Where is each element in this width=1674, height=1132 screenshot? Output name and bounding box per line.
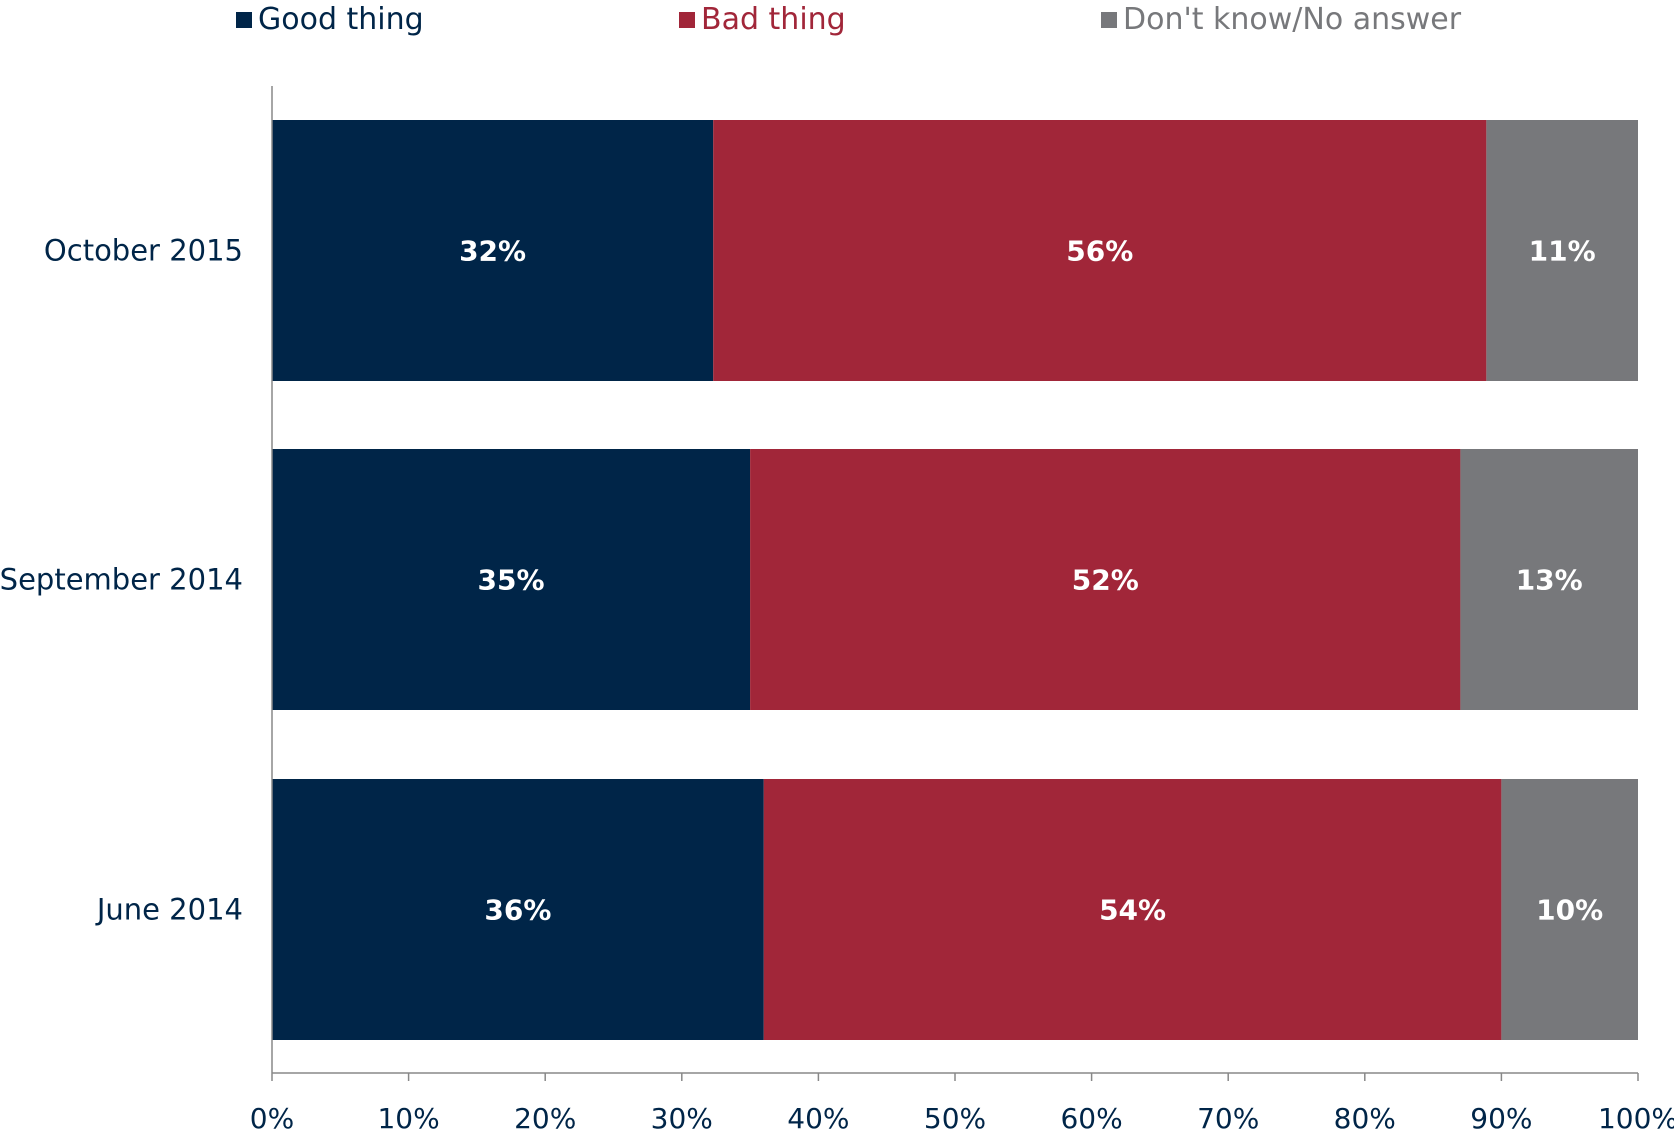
- x-tick-label: 100%: [1598, 1102, 1674, 1132]
- data-label: 13%: [1516, 564, 1583, 597]
- data-label: 36%: [484, 894, 551, 927]
- x-tick-label: 40%: [787, 1102, 849, 1132]
- bar-segment: [713, 120, 1487, 381]
- category-label: October 2015: [44, 234, 243, 268]
- legend: Good thing Bad thing Don't know/No answe…: [0, 0, 1674, 40]
- x-tick-label: 10%: [377, 1102, 439, 1132]
- bar-segment: [1460, 449, 1638, 710]
- data-label: 56%: [1066, 235, 1133, 268]
- bar-segment: [272, 779, 764, 1040]
- data-label: 10%: [1536, 894, 1603, 927]
- x-tick-label: 70%: [1197, 1102, 1259, 1132]
- category-label: June 2014: [95, 893, 243, 927]
- legend-item-bad-thing: Bad thing: [679, 2, 846, 37]
- x-tick-label: 80%: [1334, 1102, 1396, 1132]
- data-label: 32%: [459, 235, 526, 268]
- x-tick-label: 90%: [1470, 1102, 1532, 1132]
- category-label: September 2014: [0, 563, 243, 597]
- x-tick-label: 50%: [924, 1102, 986, 1132]
- bar-segment: [1486, 120, 1638, 381]
- legend-label-bad-thing: Bad thing: [701, 2, 846, 37]
- data-label: 11%: [1529, 235, 1596, 268]
- legend-label-good-thing: Good thing: [258, 2, 424, 37]
- legend-swatch-bad-thing: [679, 11, 695, 28]
- bar-segment: [750, 449, 1461, 710]
- bar-segment: [763, 779, 1502, 1040]
- legend-swatch-good-thing: [236, 11, 252, 28]
- x-tick-label: 30%: [651, 1102, 713, 1132]
- bar-segment: [272, 449, 751, 710]
- x-tick-label: 20%: [514, 1102, 576, 1132]
- x-tick-label: 0%: [250, 1102, 294, 1132]
- data-label: 54%: [1099, 894, 1166, 927]
- bar-segment: [272, 120, 714, 381]
- data-label: 52%: [1072, 564, 1139, 597]
- legend-item-dont-know: Don't know/No answer: [1101, 2, 1461, 37]
- data-label: 35%: [478, 564, 545, 597]
- legend-item-good-thing: Good thing: [236, 2, 424, 37]
- bar-segment: [1501, 779, 1638, 1040]
- legend-swatch-dont-know: [1101, 11, 1117, 28]
- legend-label-dont-know: Don't know/No answer: [1123, 2, 1462, 37]
- x-tick-label: 60%: [1060, 1102, 1122, 1132]
